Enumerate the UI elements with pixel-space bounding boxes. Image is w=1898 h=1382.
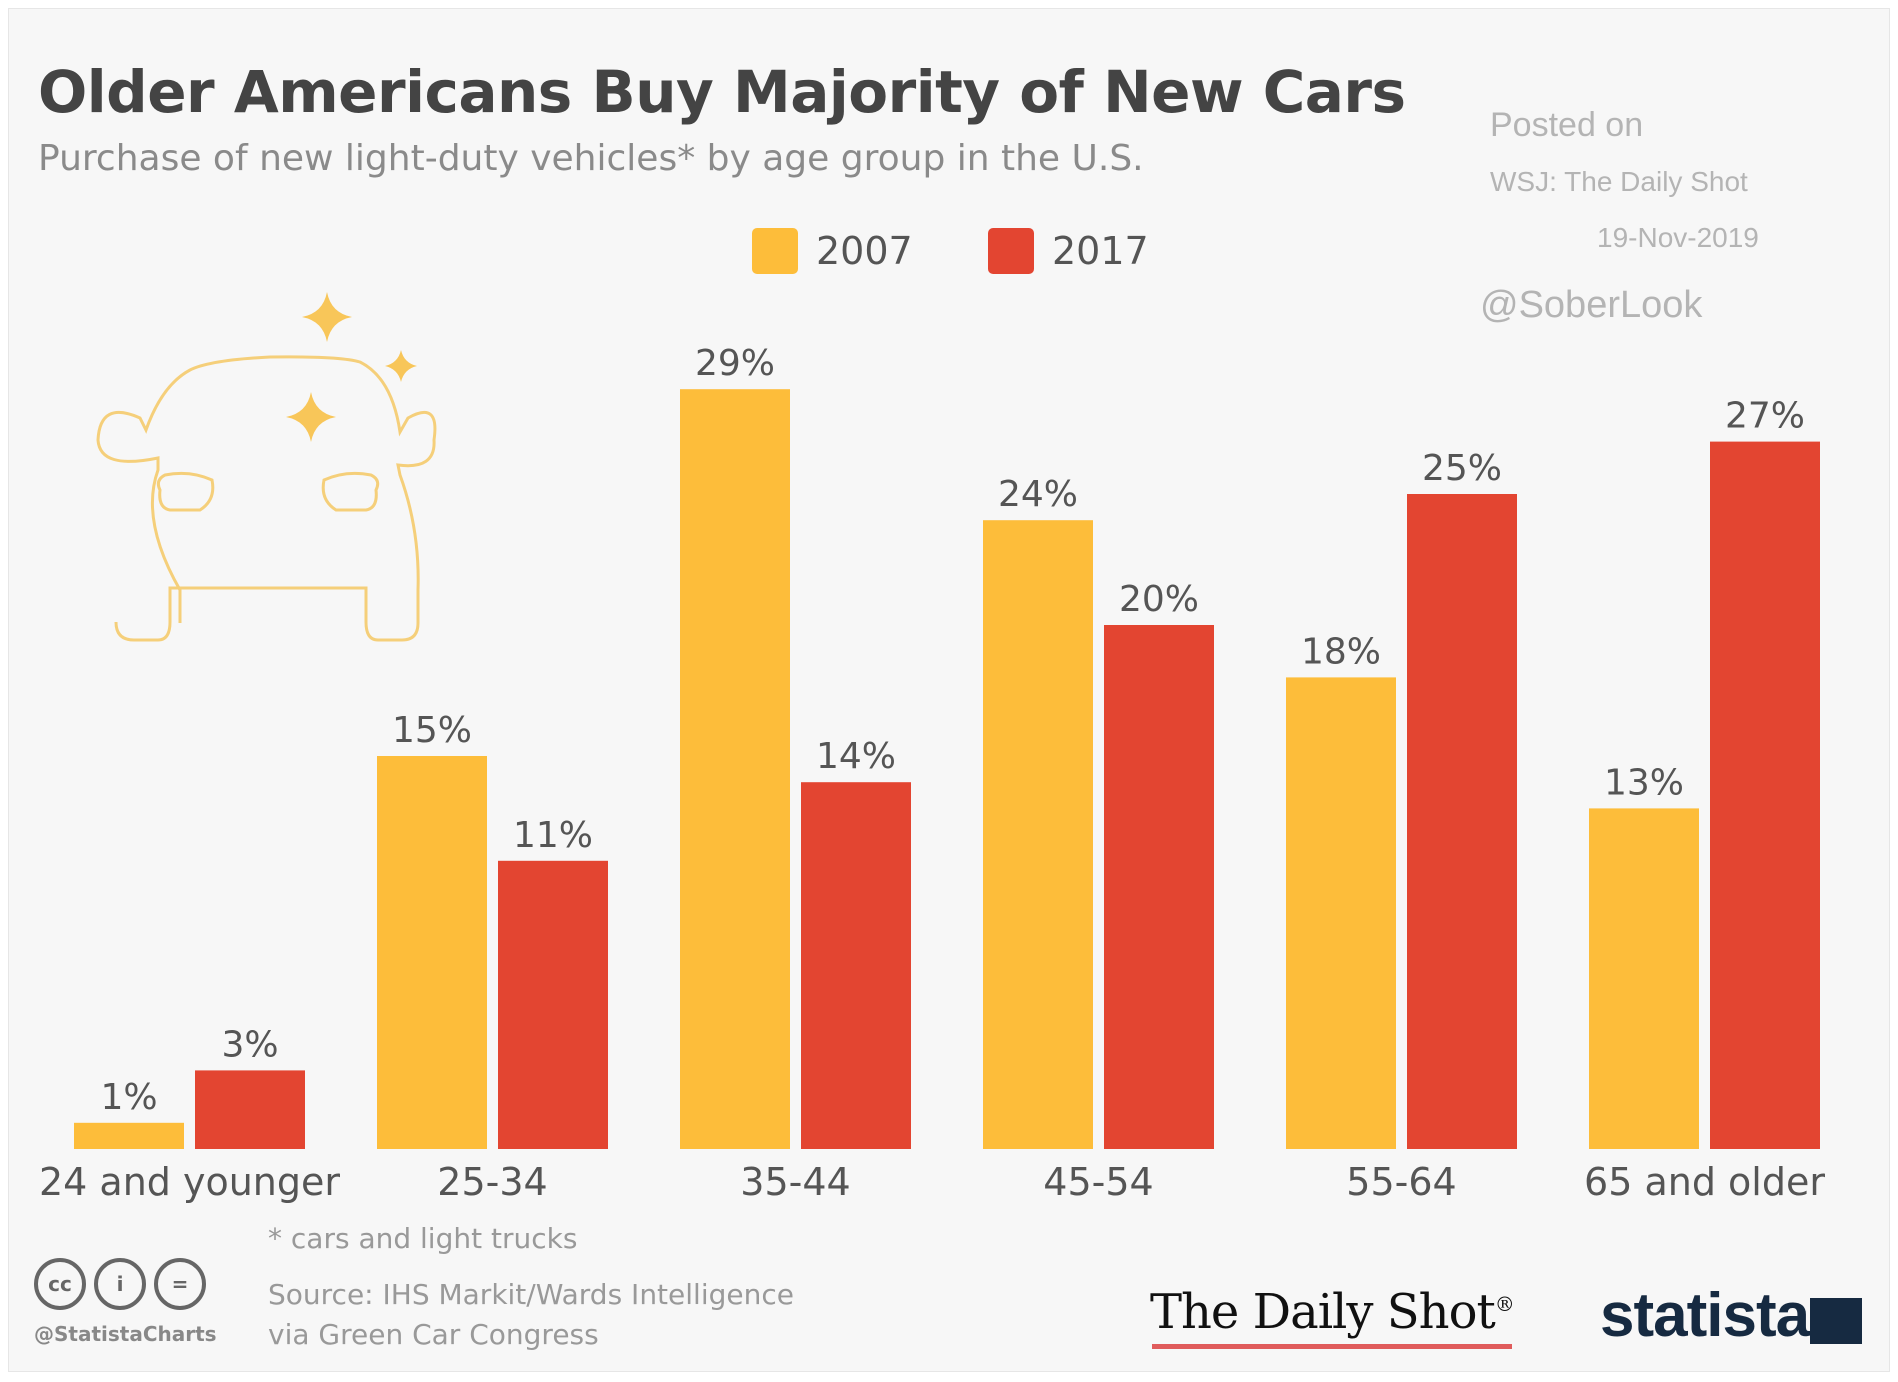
posted-handle: @SoberLook bbox=[1480, 284, 1703, 326]
data-label-2007-4: 18% bbox=[1301, 631, 1381, 672]
data-label-2017-3: 20% bbox=[1119, 579, 1199, 620]
bar-2007-4 bbox=[1286, 677, 1396, 1149]
data-label-2017-2: 14% bbox=[816, 736, 896, 777]
bar-2007-3 bbox=[983, 520, 1093, 1149]
data-label-2007-1: 15% bbox=[392, 710, 472, 751]
x-tick-label: 35-44 bbox=[740, 1160, 850, 1204]
daily-shot-underline bbox=[1152, 1344, 1512, 1349]
x-tick-label: 24 and younger bbox=[39, 1160, 340, 1204]
source-line-2: via Green Car Congress bbox=[268, 1318, 599, 1351]
chart-subtitle: Purchase of new light-duty vehicles* by … bbox=[38, 138, 1144, 179]
data-label-2007-2: 29% bbox=[695, 343, 775, 384]
x-tick-label: 45-54 bbox=[1043, 1160, 1153, 1204]
legend-swatch-2007 bbox=[752, 228, 798, 274]
bar-2007-5 bbox=[1589, 808, 1699, 1149]
data-label-2007-0: 1% bbox=[100, 1077, 157, 1118]
posted-date: 19-Nov-2019 bbox=[1597, 222, 1759, 253]
bar-2017-3 bbox=[1104, 625, 1214, 1149]
x-tick-label: 55-64 bbox=[1346, 1160, 1456, 1204]
attribution-icon: i bbox=[94, 1258, 146, 1310]
data-label-2017-0: 3% bbox=[221, 1024, 278, 1065]
legend-label-2017: 2017 bbox=[1052, 229, 1149, 273]
data-label-2017-4: 25% bbox=[1422, 448, 1502, 489]
no-derivatives-icon: = bbox=[154, 1258, 206, 1310]
posted-on-label: Posted on bbox=[1490, 106, 1644, 144]
footnote: * cars and light trucks bbox=[268, 1222, 578, 1255]
data-label-2017-1: 11% bbox=[513, 815, 593, 856]
chart-title: Older Americans Buy Majority of New Cars bbox=[38, 58, 1406, 126]
bar-2007-1 bbox=[377, 756, 487, 1149]
x-tick-label: 65 and older bbox=[1584, 1160, 1825, 1204]
statista-logo-mark-icon bbox=[1810, 1298, 1862, 1344]
posted-source: WSJ: The Daily Shot bbox=[1490, 166, 1748, 197]
license-icons: cc i = bbox=[34, 1258, 206, 1310]
data-label-2017-5: 27% bbox=[1725, 396, 1805, 437]
cc-icon: cc bbox=[34, 1258, 86, 1310]
registered-mark: ® bbox=[1494, 1292, 1515, 1316]
bar-2007-2 bbox=[680, 389, 790, 1149]
source-line-1: Source: IHS Markit/Wards Intelligence bbox=[268, 1278, 794, 1311]
bar-2007-0 bbox=[74, 1122, 184, 1149]
source-note: Source: IHS Markit/Wards Intelligence vi… bbox=[268, 1275, 794, 1355]
daily-shot-logo-text: The Daily Shot bbox=[1150, 1284, 1496, 1340]
legend-item-2017: 2017 bbox=[988, 228, 1149, 274]
sparkles-icon bbox=[286, 292, 417, 442]
legend-label-2007: 2007 bbox=[816, 229, 913, 273]
statista-logo: statista bbox=[1600, 1281, 1810, 1350]
x-tick-label: 25-34 bbox=[437, 1160, 547, 1204]
bar-2017-1 bbox=[498, 860, 608, 1149]
bar-2017-4 bbox=[1407, 494, 1517, 1149]
data-label-2007-3: 24% bbox=[998, 474, 1078, 515]
data-label-2007-5: 13% bbox=[1604, 762, 1684, 803]
statista-charts-handle: @StatistaCharts bbox=[34, 1322, 217, 1346]
legend-item-2007: 2007 bbox=[752, 228, 913, 274]
legend-swatch-2017 bbox=[988, 228, 1034, 274]
bar-2017-2 bbox=[801, 782, 911, 1149]
car-with-sparkles-icon bbox=[96, 355, 437, 642]
bar-2017-0 bbox=[195, 1070, 305, 1149]
daily-shot-logo: The Daily Shot® bbox=[1150, 1284, 1515, 1340]
bar-2017-5 bbox=[1710, 441, 1820, 1150]
chart-card bbox=[8, 8, 1890, 1372]
